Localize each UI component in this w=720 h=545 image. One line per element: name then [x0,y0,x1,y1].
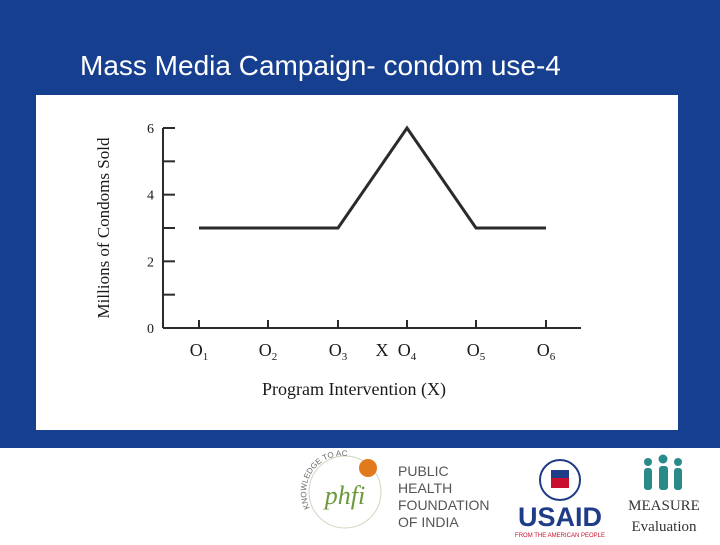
chart-panel: 0 2 4 6 O1 O2 O3 X O4 O5 O6 Millions of Condoms So… [36,95,678,430]
chart-marks [199,128,546,228]
y-axis-label: Millions of Condoms Sold [94,137,113,318]
x-tick-label: X [376,340,389,360]
x-tick-label: O3 [329,340,348,363]
slide-title: Mass Media Campaign- condom use-4 [80,50,561,82]
y-tick-label: 2 [147,255,154,270]
y-tick-label: 4 [147,189,154,204]
series-line [199,128,546,228]
phfi-logo: KNOWLEDGE TO ACTION phfi PUBLIC HEALTH F… [0,448,490,530]
phfi-name-line-2: HEALTH [398,480,452,496]
x-tick-label: O5 [467,340,486,363]
y-tick-label: 0 [147,322,154,337]
phfi-name-line-3: FOUNDATION [398,497,490,513]
measure-wordmark: MEASURE [628,498,700,514]
phfi-name-line-1: PUBLIC [398,463,449,479]
people-icon [644,455,682,491]
x-axis-label: Program Intervention (X) [262,379,446,400]
line-chart: 0 2 4 6 O1 O2 O3 X O4 O5 O6 Millions of Condoms So… [36,95,678,430]
x-tick-label: O4 [398,340,417,363]
measure-subtitle: Evaluation [632,519,697,535]
sun-icon [359,459,377,477]
phfi-ring-text: KNOWLEDGE TO ACTION [0,448,348,511]
usaid-tagline: FROM THE AMERICAN PEOPLE [515,533,605,539]
footer-logos: KNOWLEDGE TO ACTION phfi PUBLIC HEALTH F… [0,448,720,540]
measure-evaluation-logo: MEASURE Evaluation [628,455,700,536]
phfi-mark: phfi [323,481,365,510]
phfi-name-line-4: OF INDIA [398,514,459,530]
x-tick-label: O6 [537,340,556,363]
x-tick-label: O2 [259,340,278,363]
usaid-logo: USAID FROM THE AMERICAN PEOPLE [515,460,605,539]
y-tick-label: 6 [147,122,154,137]
usaid-wordmark: USAID [518,502,602,532]
chart-axes: 0 2 4 6 O1 O2 O3 X O4 O5 O6 [147,122,581,363]
x-tick-label: O1 [190,340,209,363]
